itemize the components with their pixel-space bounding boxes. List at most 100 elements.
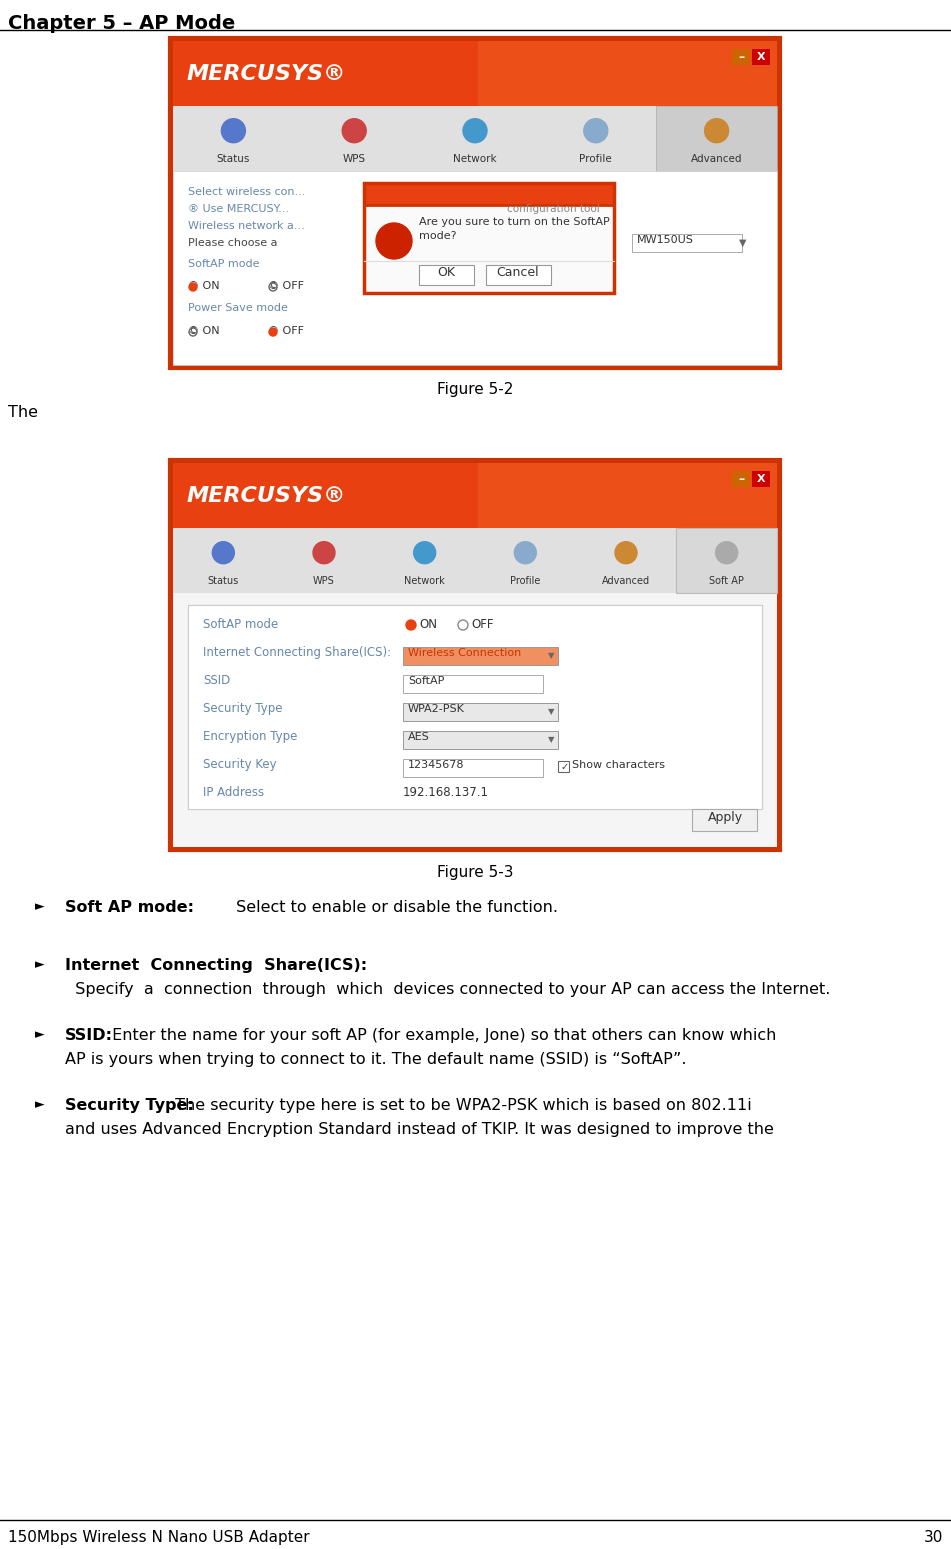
Text: –: – bbox=[738, 51, 744, 64]
Text: Cancel: Cancel bbox=[496, 266, 539, 279]
Text: Are you sure to turn on the SoftAP: Are you sure to turn on the SoftAP bbox=[419, 217, 610, 228]
Text: AP is yours when trying to connect to it. The default name (SSID) is “SoftAP”.: AP is yours when trying to connect to it… bbox=[65, 1052, 687, 1067]
Circle shape bbox=[269, 328, 277, 336]
Circle shape bbox=[222, 119, 245, 143]
Text: 12345678: 12345678 bbox=[408, 761, 464, 770]
Bar bbox=[403, 731, 558, 750]
Circle shape bbox=[414, 542, 436, 564]
Text: Specify  a  connection  through  which  devices connected to your AP can access : Specify a connection through which devic… bbox=[65, 982, 830, 998]
Bar bbox=[403, 675, 543, 692]
Text: ►: ► bbox=[35, 957, 45, 971]
Text: Advanced: Advanced bbox=[602, 576, 650, 587]
Text: Soft AP: Soft AP bbox=[709, 576, 744, 587]
Circle shape bbox=[615, 542, 637, 564]
Bar bbox=[419, 265, 474, 285]
Text: Power Save mode: Power Save mode bbox=[188, 304, 288, 313]
Text: Internet Connecting Share(ICS):: Internet Connecting Share(ICS): bbox=[203, 646, 391, 658]
Text: Security Type:: Security Type: bbox=[65, 1098, 194, 1114]
Text: WPA2-PSK: WPA2-PSK bbox=[408, 703, 465, 714]
Text: ® OFF: ® OFF bbox=[268, 325, 304, 336]
Text: –: – bbox=[738, 472, 744, 485]
Bar bbox=[170, 39, 780, 369]
Bar bbox=[173, 40, 777, 366]
Bar bbox=[173, 593, 777, 847]
Text: Wireless network a...: Wireless network a... bbox=[188, 222, 304, 231]
Bar bbox=[403, 647, 558, 665]
Text: Security Type: Security Type bbox=[203, 702, 282, 716]
Text: OFF: OFF bbox=[471, 618, 494, 630]
Circle shape bbox=[313, 542, 335, 564]
Bar bbox=[632, 234, 742, 252]
Text: ▼: ▼ bbox=[739, 239, 747, 248]
Text: MERCUSYS®: MERCUSYS® bbox=[187, 485, 346, 505]
Bar bbox=[364, 183, 614, 293]
Bar bbox=[173, 463, 777, 847]
Text: WPS: WPS bbox=[342, 155, 366, 164]
Text: SSID:: SSID: bbox=[65, 1029, 113, 1042]
Text: Security Key: Security Key bbox=[203, 757, 277, 771]
Bar bbox=[656, 105, 777, 170]
Text: Network: Network bbox=[454, 155, 496, 164]
Text: mode?: mode? bbox=[419, 231, 456, 242]
Text: Select to enable or disable the function.: Select to enable or disable the function… bbox=[231, 900, 558, 915]
Text: Advanced: Advanced bbox=[690, 155, 743, 164]
Text: Status: Status bbox=[217, 155, 250, 164]
Text: ...: ... bbox=[387, 234, 401, 248]
Text: 150Mbps Wireless N Nano USB Adapter: 150Mbps Wireless N Nano USB Adapter bbox=[8, 1530, 310, 1544]
Text: configuration tool: configuration tool bbox=[507, 204, 600, 214]
Text: Status: Status bbox=[207, 576, 239, 587]
Text: Network: Network bbox=[404, 576, 445, 587]
Circle shape bbox=[584, 119, 608, 143]
Text: ® Use MERCUSY...: ® Use MERCUSY... bbox=[188, 204, 289, 214]
Text: SoftAP mode: SoftAP mode bbox=[188, 259, 260, 270]
Circle shape bbox=[514, 542, 536, 564]
Circle shape bbox=[406, 620, 416, 630]
Text: X: X bbox=[757, 53, 766, 62]
Text: Select wireless con...: Select wireless con... bbox=[188, 187, 305, 197]
Text: OK: OK bbox=[437, 266, 455, 279]
Bar bbox=[364, 204, 614, 293]
Bar bbox=[173, 40, 777, 105]
Text: 30: 30 bbox=[923, 1530, 943, 1544]
Text: ▼: ▼ bbox=[548, 651, 554, 660]
Text: The: The bbox=[8, 404, 43, 420]
Text: ® ON: ® ON bbox=[188, 280, 220, 291]
Bar bbox=[173, 105, 777, 170]
Circle shape bbox=[212, 542, 234, 564]
Text: Encryption Type: Encryption Type bbox=[203, 730, 298, 744]
Text: ▼: ▼ bbox=[548, 734, 554, 744]
Bar bbox=[403, 759, 543, 778]
Circle shape bbox=[463, 119, 487, 143]
Bar bbox=[732, 50, 750, 65]
Bar bbox=[478, 40, 777, 105]
Text: ON: ON bbox=[419, 618, 437, 630]
Text: Apply: Apply bbox=[708, 812, 743, 824]
Text: Soft AP mode:: Soft AP mode: bbox=[65, 900, 194, 915]
Text: SoftAP: SoftAP bbox=[408, 675, 444, 686]
Text: Figure 5-2: Figure 5-2 bbox=[437, 383, 514, 397]
Text: WPS: WPS bbox=[313, 576, 335, 587]
Bar bbox=[486, 265, 551, 285]
Bar bbox=[173, 528, 777, 593]
Bar bbox=[173, 463, 777, 528]
Circle shape bbox=[376, 223, 412, 259]
Text: Show characters: Show characters bbox=[572, 761, 665, 770]
Text: Please choose a: Please choose a bbox=[188, 239, 278, 248]
Bar bbox=[732, 471, 750, 486]
Text: 192.168.137.1: 192.168.137.1 bbox=[403, 785, 489, 799]
Text: ►: ► bbox=[35, 1098, 45, 1111]
Text: SSID: SSID bbox=[203, 674, 230, 688]
Bar bbox=[752, 471, 770, 486]
Circle shape bbox=[342, 119, 366, 143]
Text: © OFF: © OFF bbox=[268, 280, 304, 291]
Text: IP Address: IP Address bbox=[203, 785, 264, 799]
Text: The security type here is set to be WPA2-PSK which is based on 802.11i: The security type here is set to be WPA2… bbox=[170, 1098, 751, 1114]
Text: SoftAP mode: SoftAP mode bbox=[203, 618, 279, 630]
Text: Figure 5-3: Figure 5-3 bbox=[437, 864, 514, 880]
Text: MW150US: MW150US bbox=[637, 235, 694, 245]
Circle shape bbox=[189, 283, 197, 291]
Bar bbox=[173, 170, 777, 366]
Bar bbox=[676, 528, 777, 593]
Text: © ON: © ON bbox=[188, 325, 220, 336]
Text: X: X bbox=[757, 474, 766, 483]
